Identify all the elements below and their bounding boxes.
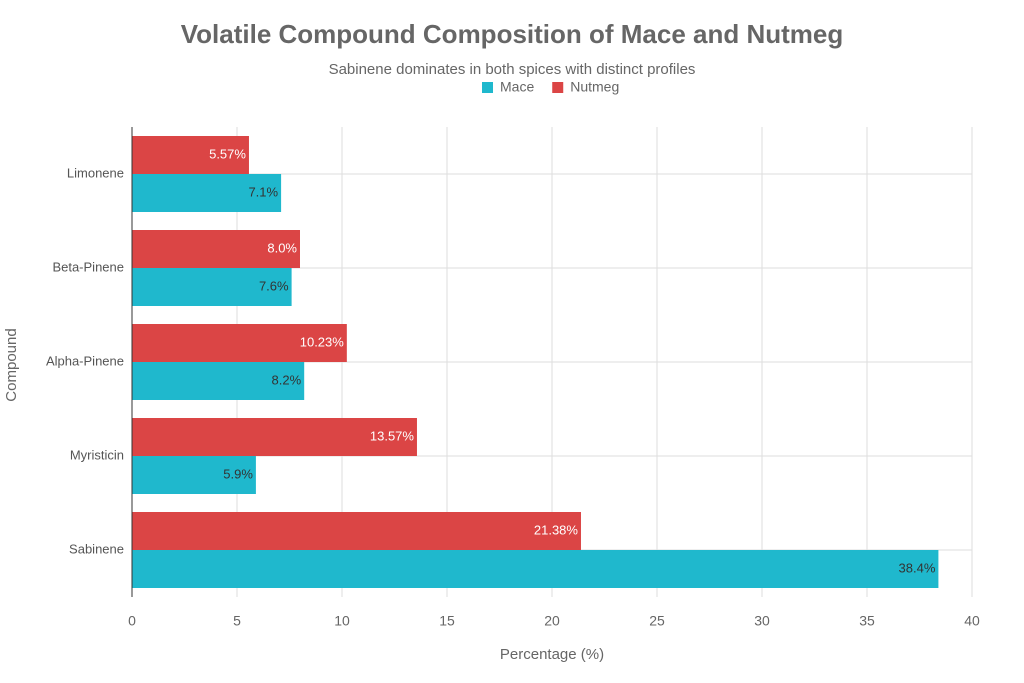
y-tick-label: Beta-Pinene	[52, 259, 124, 274]
x-tick-label: 25	[649, 613, 665, 629]
bar	[132, 324, 347, 362]
x-tick-label: 0	[128, 613, 136, 629]
value-label: 5.57%	[209, 146, 246, 161]
value-label: 7.1%	[248, 184, 278, 199]
bar	[132, 136, 249, 174]
x-tick-label: 35	[859, 613, 875, 629]
x-tick-label: 10	[334, 613, 350, 629]
y-tick-label: Alpha-Pinene	[46, 353, 124, 368]
bar	[132, 230, 300, 268]
x-tick-label: 40	[964, 613, 980, 629]
legend-label: Nutmeg	[570, 79, 619, 95]
value-label: 10.23%	[300, 334, 345, 349]
bar	[132, 512, 581, 550]
value-label: 21.38%	[534, 522, 579, 537]
x-axis-title: Percentage (%)	[500, 646, 604, 663]
bar	[132, 268, 292, 306]
legend-swatch	[482, 82, 493, 93]
y-tick-label: Limonene	[67, 165, 124, 180]
y-axis-title: Compound	[3, 328, 20, 401]
x-tick-label: 20	[544, 613, 560, 629]
y-tick-label: Myristicin	[70, 447, 124, 462]
x-tick-label: 30	[754, 613, 770, 629]
bar	[132, 456, 256, 494]
bar	[132, 418, 417, 456]
legend-label: Mace	[500, 79, 534, 95]
bar	[132, 550, 939, 588]
chart-title: Volatile Compound Composition of Mace an…	[181, 19, 844, 49]
value-label: 38.4%	[899, 560, 936, 575]
x-tick-label: 5	[233, 613, 241, 629]
value-label: 13.57%	[370, 428, 415, 443]
bar	[132, 362, 305, 400]
y-tick-label: Sabinene	[69, 541, 124, 556]
x-tick-label: 15	[439, 613, 455, 629]
bar	[132, 174, 282, 212]
value-label: 8.2%	[272, 372, 302, 387]
chart-subtitle: Sabinene dominates in both spices with d…	[329, 61, 696, 78]
legend-swatch	[552, 82, 564, 93]
value-label: 7.6%	[259, 278, 289, 293]
value-label: 5.9%	[223, 466, 253, 481]
value-label: 8.0%	[267, 240, 297, 255]
